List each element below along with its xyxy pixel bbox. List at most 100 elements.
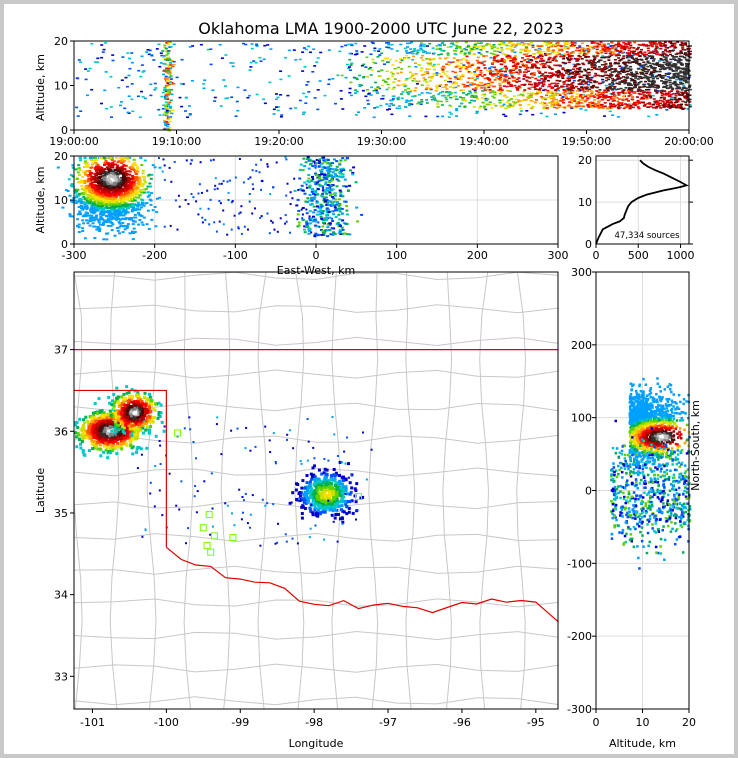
source-mark [125,179,129,182]
source-mark [90,178,94,181]
source-mark [518,66,522,68]
source-mark [166,59,169,61]
source-mark [101,51,105,53]
source-mark [148,49,152,52]
source-mark [553,82,557,85]
source-mark [103,168,107,171]
source-mark [666,75,670,78]
source-mark [470,77,474,79]
source-mark [163,46,167,49]
source-mark [428,62,432,64]
source-mark [673,56,677,58]
source-mark [633,74,637,77]
source-mark [586,94,590,96]
source-mark [659,68,662,70]
source-mark [654,47,658,49]
source-mark [90,159,94,161]
source-mark [637,101,641,103]
source-mark [366,99,370,102]
source-mark [474,87,478,89]
source-mark [77,206,81,208]
source-mark [678,75,682,77]
source-mark [617,41,621,43]
source-mark [307,174,311,176]
source-mark [492,57,496,59]
source-mark [617,45,621,48]
source-mark [586,83,590,86]
source-mark [165,42,169,44]
source-mark [640,93,644,95]
source-mark [370,69,374,72]
source-mark [391,98,395,100]
source-mark [627,41,631,44]
source-mark [99,167,103,170]
source-mark [562,55,566,58]
source-mark [167,79,171,81]
source-mark [563,106,566,109]
source-mark [139,179,142,182]
source-mark [347,67,350,70]
source-mark [653,67,657,69]
source-mark [338,210,342,213]
source-mark [153,166,157,169]
source-mark [106,156,110,159]
source-mark [324,181,328,184]
source-mark [636,54,640,56]
source-mark [505,85,509,88]
source-mark [266,44,270,46]
source-mark [651,62,655,65]
source-mark [168,58,172,60]
source-mark [142,70,146,72]
source-mark [648,76,652,79]
source-mark [312,48,316,50]
source-mark [105,180,109,183]
source-mark [668,62,672,64]
source-mark [541,73,545,75]
source-mark [638,55,642,58]
source-mark [548,72,552,74]
source-mark [608,87,612,89]
source-mark [477,52,481,54]
source-mark [130,230,134,233]
source-mark [486,78,490,80]
source-mark [341,219,345,222]
source-mark [486,77,490,79]
source-mark [549,76,552,79]
source-mark [566,58,570,61]
source-mark [372,42,375,45]
source-mark [483,83,487,86]
source-mark [78,174,81,176]
source-mark [566,53,570,56]
source-mark [644,68,648,70]
source-mark [91,162,95,165]
source-mark [559,73,563,75]
source-mark [609,64,613,66]
source-mark [86,94,89,97]
source-mark [642,44,646,47]
source-mark [226,97,230,99]
source-mark [133,208,137,211]
source-mark [482,84,485,87]
source-mark [492,85,496,88]
source-mark [613,62,617,65]
source-mark [149,203,153,206]
source-mark [676,52,680,55]
source-mark [500,59,503,62]
source-mark [255,93,259,96]
source-mark [463,105,467,107]
source-mark [303,165,307,168]
source-mark [651,94,655,97]
source-mark [634,84,637,86]
source-mark [151,164,155,167]
source-mark [469,50,473,52]
source-mark [275,98,278,101]
source-mark [130,98,134,101]
source-mark [90,216,94,219]
source-mark [642,76,646,79]
source-mark [688,50,692,53]
source-mark [89,210,93,212]
source-mark [489,72,492,74]
source-mark [420,42,423,44]
source-mark [661,64,665,66]
source-mark [642,66,646,68]
